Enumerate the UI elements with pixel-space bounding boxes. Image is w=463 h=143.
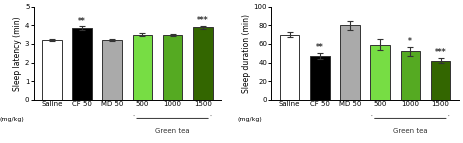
Text: **: ** — [316, 43, 324, 52]
Bar — [72, 28, 92, 100]
Text: (mg/kg): (mg/kg) — [0, 117, 25, 122]
Bar — [163, 35, 182, 100]
Text: Green tea: Green tea — [393, 128, 428, 134]
Text: **: ** — [78, 17, 86, 26]
Text: ***: *** — [435, 48, 446, 57]
Bar — [310, 56, 330, 100]
Bar — [370, 45, 390, 100]
Bar — [193, 27, 213, 100]
Bar — [102, 40, 122, 100]
Bar — [42, 40, 62, 100]
Y-axis label: Sleep latency (min): Sleep latency (min) — [13, 16, 22, 91]
Bar — [280, 35, 300, 100]
Text: Green tea: Green tea — [155, 128, 190, 134]
Text: ***: *** — [197, 16, 208, 25]
Bar — [132, 35, 152, 100]
Y-axis label: Sleep duration (min): Sleep duration (min) — [242, 14, 251, 93]
Text: (mg/kg): (mg/kg) — [238, 117, 263, 122]
Bar — [340, 25, 360, 100]
Bar — [431, 61, 450, 100]
Text: *: * — [408, 37, 412, 46]
Bar — [400, 51, 420, 100]
